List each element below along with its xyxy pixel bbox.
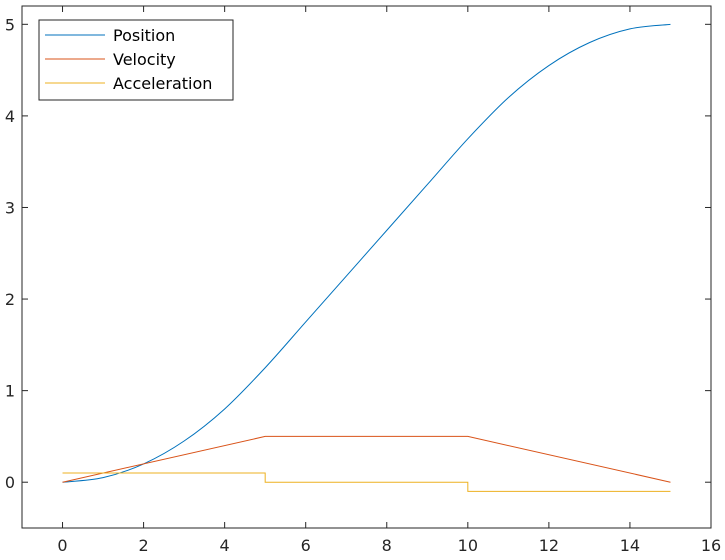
x-tick-label: 10 [458, 536, 478, 555]
legend-entry-velocity: Velocity [113, 50, 176, 69]
y-tick-label: 4 [5, 107, 15, 126]
series-line-velocity [62, 435, 671, 483]
x-tick-label: 2 [138, 536, 148, 555]
legend-box [38, 19, 234, 101]
x-tick-label: 4 [220, 536, 230, 555]
x-tick-label: 12 [539, 536, 559, 555]
legend-entry-position: Position [113, 26, 175, 45]
y-tick-label: 1 [5, 382, 15, 401]
x-tick-label: 0 [57, 536, 67, 555]
x-axis-ticks: 0 2 4 6 8 10 12 14 16 [57, 6, 721, 555]
legend: Position Velocity Acceleration [38, 19, 234, 101]
y-axis-ticks: 0 1 2 3 4 5 [5, 15, 711, 492]
x-tick-label: 8 [382, 536, 392, 555]
x-tick-label: 14 [620, 536, 640, 555]
x-tick-label: 6 [301, 536, 311, 555]
y-tick-label: 0 [5, 473, 15, 492]
y-tick-label: 3 [5, 198, 15, 217]
plot-lines [62, 23, 671, 492]
y-tick-label: 5 [5, 15, 15, 34]
x-tick-label: 16 [701, 536, 721, 555]
y-tick-label: 2 [5, 290, 15, 309]
series-line-acceleration [62, 472, 671, 492]
legend-entry-acceleration: Acceleration [113, 74, 212, 93]
series-line-position [62, 23, 671, 483]
